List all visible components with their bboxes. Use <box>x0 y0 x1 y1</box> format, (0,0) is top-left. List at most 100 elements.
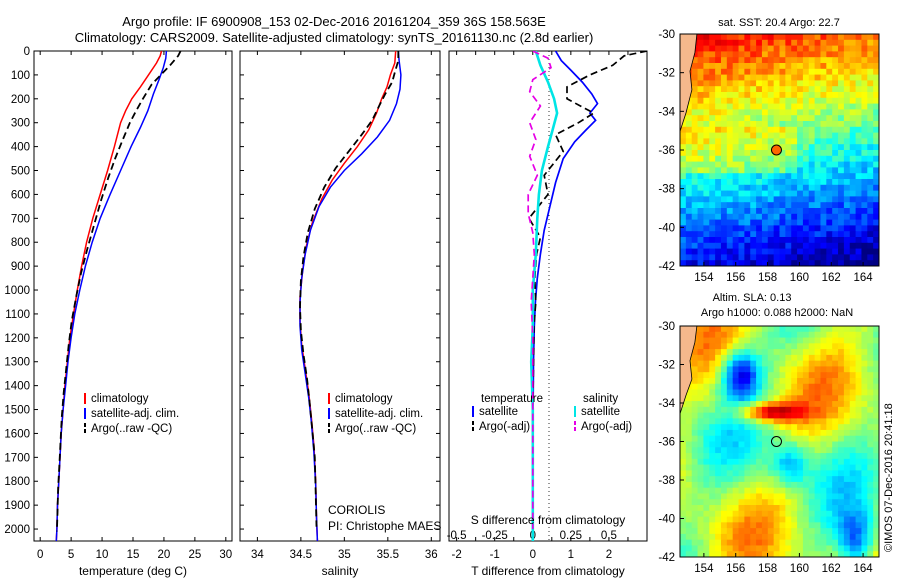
heatmap-cell <box>785 248 792 255</box>
heatmap-cell <box>767 447 775 454</box>
heatmap-cell <box>802 412 810 420</box>
heatmap-cell <box>726 45 734 52</box>
heatmap-cell <box>797 377 804 385</box>
heatmap-cell <box>709 377 716 385</box>
heatmap-cell <box>779 242 786 250</box>
heatmap-cell <box>849 237 857 244</box>
heatmap-cell <box>744 360 751 368</box>
heatmap-cell <box>709 155 716 163</box>
heatmap-cell <box>773 372 781 379</box>
heatmap-cell <box>808 190 816 197</box>
heatmap-cell <box>726 441 734 448</box>
salinity-series <box>299 51 402 541</box>
heatmap-cell <box>750 464 757 471</box>
heatmap-cell <box>820 202 827 209</box>
heatmap-cell <box>744 481 751 489</box>
heatmap-cell <box>744 418 751 425</box>
heatmap-cell <box>697 34 705 41</box>
heatmap-cell <box>756 366 763 373</box>
heatmap-cell <box>785 109 792 116</box>
heatmap-cell <box>691 401 699 408</box>
heatmap-cell <box>855 80 863 87</box>
heatmap-cell <box>691 481 699 489</box>
heatmap-cell <box>791 231 798 238</box>
heatmap-cell <box>709 354 716 362</box>
heatmap-cell <box>773 366 781 373</box>
heatmap-cell <box>832 539 839 547</box>
heatmap-cell <box>732 401 740 408</box>
heatmap-cell <box>726 412 734 420</box>
heatmap-cell <box>843 499 851 506</box>
heatmap-cell <box>838 138 845 145</box>
heatmap-cell <box>826 551 833 557</box>
heatmap-cell <box>756 51 763 58</box>
heatmap-cell <box>773 121 781 128</box>
heatmap-cell <box>738 39 745 47</box>
heatmap-cell <box>779 68 786 76</box>
heatmap-cell <box>691 242 699 250</box>
heatmap-cell <box>814 539 822 547</box>
heatmap-cell <box>750 510 757 518</box>
heatmap-cell <box>814 453 822 460</box>
heatmap-cell <box>838 39 845 47</box>
heatmap-cell <box>697 161 705 168</box>
heatmap-cell <box>826 372 833 379</box>
heatmap-cell <box>750 516 757 523</box>
heatmap-cell <box>855 45 863 52</box>
heatmap-cell <box>767 237 775 244</box>
heatmap-cell <box>750 57 757 64</box>
heatmap-cell <box>843 57 851 64</box>
heatmap-cell <box>826 202 833 209</box>
heatmap-cell <box>756 551 763 557</box>
heatmap-cell <box>744 45 751 52</box>
heatmap-cell <box>738 57 745 64</box>
heatmap-cell <box>744 202 751 209</box>
heatmap-cell <box>773 254 781 261</box>
heatmap-cell <box>832 395 839 402</box>
heatmap-cell <box>867 510 874 518</box>
heatmap-cell <box>861 545 868 552</box>
heatmap-cell <box>691 377 699 385</box>
heatmap-cell <box>802 429 810 437</box>
heatmap-cell <box>832 63 839 70</box>
heatmap-cell <box>761 424 769 431</box>
heatmap-cell <box>791 360 798 368</box>
heatmap-cell <box>744 470 751 477</box>
heatmap-cell <box>808 499 816 506</box>
heatmap-cell <box>808 219 816 226</box>
heatmap-cell <box>738 74 745 81</box>
heatmap-cell <box>785 522 792 529</box>
heatmap-cell <box>726 354 734 362</box>
heatmap-cell <box>826 80 833 87</box>
heatmap-cell <box>861 372 868 379</box>
heatmap-cell <box>697 551 705 557</box>
heatmap-cell <box>756 97 763 105</box>
heatmap-cell <box>773 401 781 408</box>
heatmap-cell <box>826 138 833 145</box>
heatmap-cell <box>709 435 716 443</box>
heatmap-cell <box>691 499 699 506</box>
heatmap-cell <box>779 184 786 192</box>
heatmap-cell <box>697 213 705 221</box>
heatmap-cell <box>814 424 822 431</box>
heatmap-cell <box>703 248 710 255</box>
heatmap-cell <box>832 383 839 391</box>
heatmap-cell <box>779 63 786 70</box>
heatmap-cell <box>808 372 816 379</box>
heatmap-cell <box>773 173 781 180</box>
heatmap-cell <box>685 493 693 500</box>
heatmap-cell <box>691 260 699 266</box>
heatmap-cell <box>691 366 699 373</box>
heatmap-cell <box>738 424 745 431</box>
heatmap-cell <box>861 144 868 151</box>
heatmap-cell <box>750 115 757 122</box>
heatmap-cell <box>873 219 879 226</box>
heatmap-cell <box>779 213 786 221</box>
heatmap-cell <box>685 173 693 180</box>
heatmap-cell <box>726 337 734 344</box>
heatmap-cell <box>767 481 775 489</box>
heatmap-cell <box>867 366 874 373</box>
heatmap-cell <box>697 429 705 437</box>
heatmap-cell <box>726 179 734 186</box>
heatmap-cell <box>715 92 722 99</box>
